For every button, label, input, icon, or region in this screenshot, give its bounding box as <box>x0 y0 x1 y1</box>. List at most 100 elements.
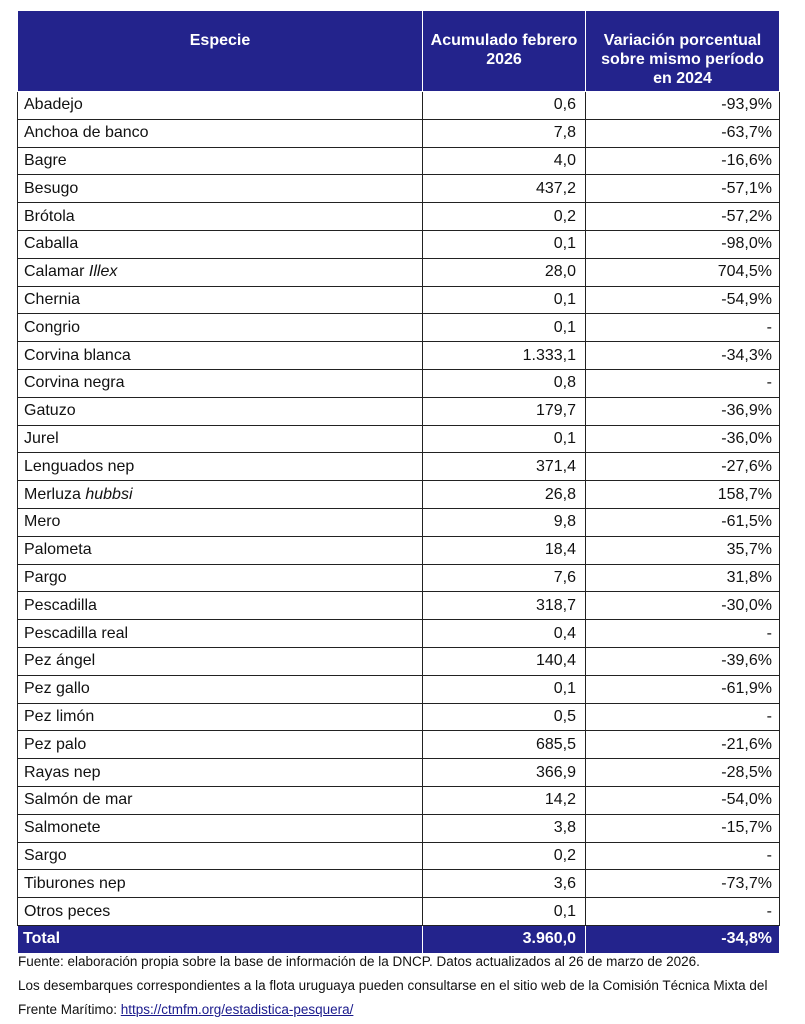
accumulated-cell: 14,2 <box>422 785 586 815</box>
table-row: Tiburones nep 3,6 -73,7% <box>17 869 780 899</box>
table-row: Merluza hubbsi 26,8 158,7% <box>17 480 780 509</box>
table-row: Chernia 0,1 -54,9% <box>17 285 780 315</box>
species-name: Rayas nep <box>24 763 101 781</box>
variation-cell: -28,5% <box>585 758 780 787</box>
species-cell: Pez gallo <box>17 674 423 704</box>
variation-cell: -54,0% <box>585 785 780 815</box>
table-row: Pez palo 685,5 -21,6% <box>17 730 780 760</box>
species-name: Calamar <box>24 263 89 281</box>
variation-cell: -73,7% <box>585 869 780 899</box>
species-cell: Jurel <box>17 424 423 454</box>
variation-cell: - <box>585 368 780 398</box>
variation-cell: -61,9% <box>585 674 780 704</box>
species-name: Palometa <box>24 541 92 559</box>
species-name: Bagre <box>24 151 67 169</box>
variation-cell: - <box>585 702 780 732</box>
table-row: Salmón de mar 14,2 -54,0% <box>17 785 780 815</box>
species-name: Jurel <box>24 429 59 447</box>
variation-cell: -21,6% <box>585 730 780 760</box>
variation-cell: -34,3% <box>585 341 780 370</box>
ctmfm-link[interactable]: https://ctmfm.org/estadistica-pesquera/ <box>120 1002 354 1017</box>
species-italic-name: hubbsi <box>85 485 133 503</box>
accumulated-cell: 140,4 <box>422 646 586 676</box>
accumulated-cell: 179,7 <box>422 396 586 426</box>
species-name: Congrio <box>24 318 81 336</box>
accumulated-cell: 28,0 <box>422 257 586 287</box>
species-cell: Merluza hubbsi <box>17 480 423 509</box>
table-row: Jurel 0,1 -36,0% <box>17 424 780 454</box>
species-cell: Tiburones nep <box>17 869 423 899</box>
variation-cell: - <box>585 897 780 926</box>
species-cell: Pescadilla real <box>17 619 423 648</box>
variation-cell: -15,7% <box>585 813 780 843</box>
table-row: Pescadilla 318,7 -30,0% <box>17 591 780 621</box>
variation-cell: -98,0% <box>585 229 780 259</box>
table-row: Sargo 0,2- <box>17 841 780 871</box>
accumulated-cell: 0,1 <box>422 897 586 926</box>
table-row: Gatuzo 179,7 -36,9% <box>17 396 780 426</box>
variation-cell: 704,5% <box>585 257 780 287</box>
landings-table-container: Especie Acumulado febrero 2026 Variación… <box>17 10 780 954</box>
species-cell: Pescadilla <box>17 591 423 621</box>
species-name: Pez gallo <box>24 680 90 698</box>
species-cell: Corvina blanca <box>17 341 423 370</box>
variation-cell: -16,6% <box>585 146 780 176</box>
species-cell: Otros peces <box>17 897 423 926</box>
species-name: Pez limón <box>24 707 95 725</box>
table-row: Abadejo 0,6 -93,9% <box>17 91 780 120</box>
accumulated-cell: 437,2 <box>422 174 586 204</box>
species-cell: Chernia <box>17 285 423 315</box>
table-row: Besugo 437,2 -57,1% <box>17 174 780 204</box>
variation-cell: -61,5% <box>585 507 780 537</box>
table-row: Bagre 4,0 -16,6% <box>17 146 780 176</box>
accumulated-cell: 1.333,1 <box>422 341 586 370</box>
accumulated-cell: 0,4 <box>422 619 586 648</box>
species-name: Tiburones nep <box>24 874 126 892</box>
species-name: Pescadilla real <box>24 624 129 642</box>
accumulated-cell: 0,1 <box>422 424 586 454</box>
species-name: Anchoa de banco <box>24 124 149 142</box>
species-cell: Brótola <box>17 202 423 231</box>
table-row: Anchoa de banco 7,8 -63,7% <box>17 118 780 148</box>
species-name: Chernia <box>24 290 81 308</box>
variation-cell: -54,9% <box>585 285 780 315</box>
table-row: Caballa 0,1 -98,0% <box>17 229 780 259</box>
species-cell: Bagre <box>17 146 423 176</box>
species-cell: Salmonete <box>17 813 423 843</box>
table-body: Abadejo 0,6 -93,9% Anchoa de banco 7,8 -63,7%… <box>17 91 780 926</box>
table-row: Pargo 7,6 31,8% <box>17 563 780 593</box>
variation-cell: 31,8% <box>585 563 780 593</box>
species-cell: Caballa <box>17 229 423 259</box>
header-variation: Variación porcentual sobre mismo período… <box>585 10 780 92</box>
total-row: Total 3.960,0 -34,8% <box>17 924 780 954</box>
species-cell: Rayas nep <box>17 758 423 787</box>
species-name: Sargo <box>24 846 67 864</box>
accumulated-cell: 9,8 <box>422 507 586 537</box>
variation-cell: - <box>585 313 780 343</box>
accumulated-cell: 3,6 <box>422 869 586 899</box>
variation-cell: -39,6% <box>585 646 780 676</box>
species-name: Pescadilla <box>24 596 97 614</box>
accumulated-cell: 0,2 <box>422 841 586 871</box>
species-name: Brótola <box>24 207 75 225</box>
accumulated-cell: 0,5 <box>422 702 586 732</box>
table-row: Mero 9,8 -61,5% <box>17 507 780 537</box>
accumulated-cell: 371,4 <box>422 452 586 482</box>
table-row: Lenguados nep 371,4 -27,6% <box>17 452 780 482</box>
species-cell: Gatuzo <box>17 396 423 426</box>
species-name: Pez ángel <box>24 652 96 670</box>
variation-cell: - <box>585 841 780 871</box>
variation-cell: -36,9% <box>585 396 780 426</box>
accumulated-cell: 26,8 <box>422 480 586 509</box>
accumulated-cell: 4,0 <box>422 146 586 176</box>
table-row: Rayas nep 366,9 -28,5% <box>17 758 780 787</box>
accumulated-cell: 3,8 <box>422 813 586 843</box>
species-cell: Lenguados nep <box>17 452 423 482</box>
accumulated-cell: 366,9 <box>422 758 586 787</box>
species-name: Otros peces <box>24 902 111 920</box>
footnotes: Fuente: elaboración propia sobre la base… <box>18 950 788 1022</box>
accumulated-cell: 0,8 <box>422 368 586 398</box>
variation-cell: -63,7% <box>585 118 780 148</box>
table-row: Brótola 0,2 -57,2% <box>17 202 780 231</box>
species-name: Merluza <box>24 485 86 503</box>
